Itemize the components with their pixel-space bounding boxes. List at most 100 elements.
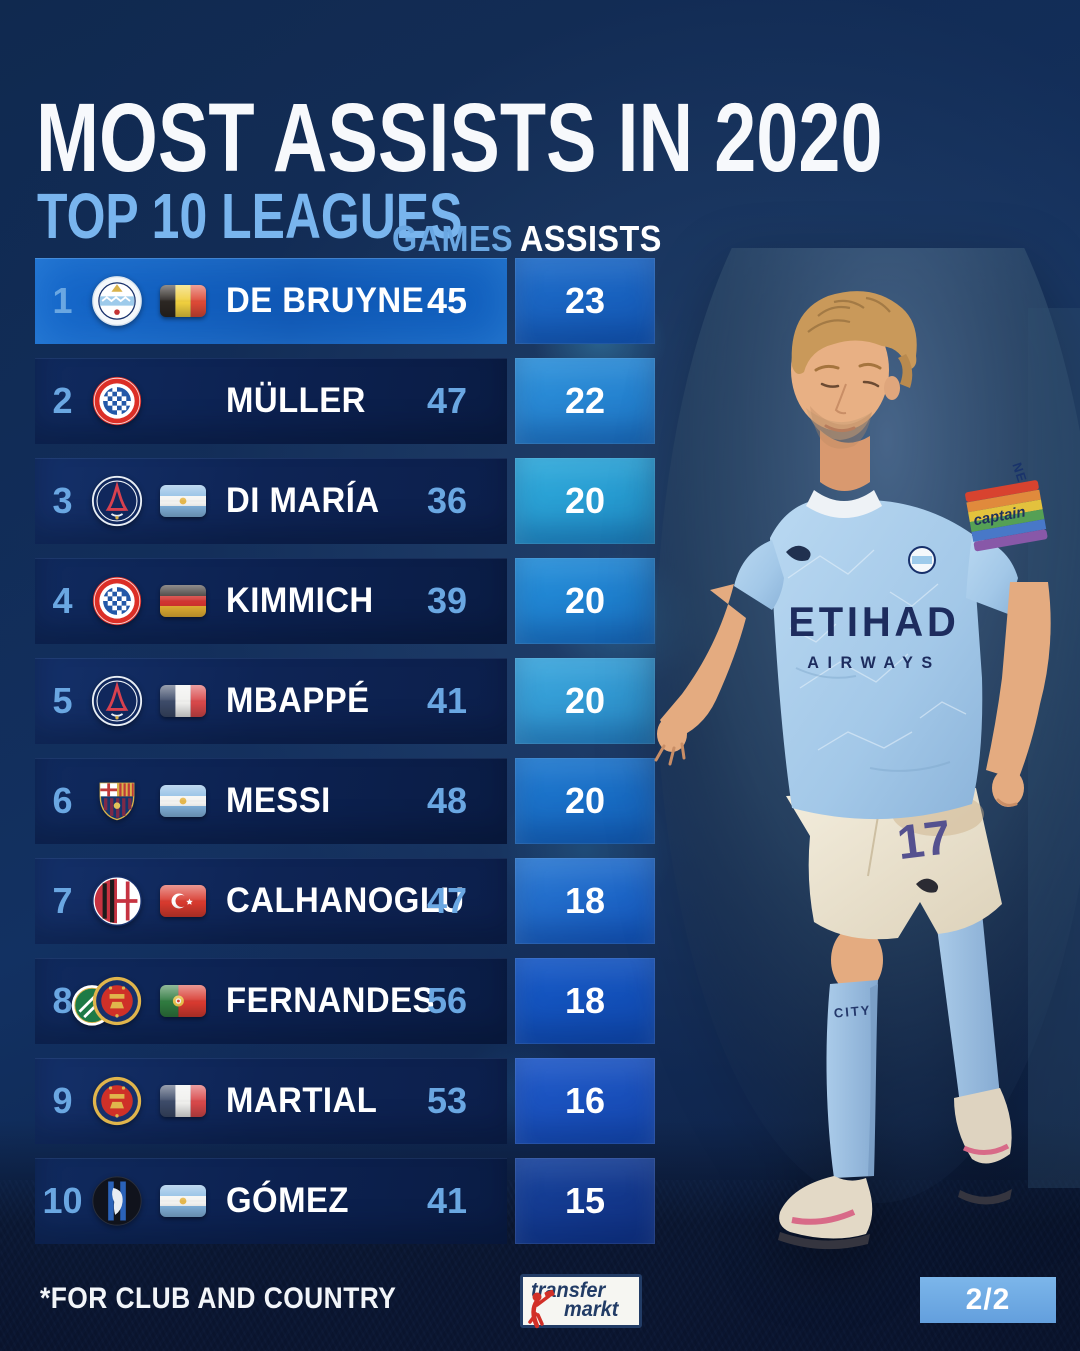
rank-label: 7 (52, 880, 73, 921)
row-main: 2 MÜLLER 47 (35, 358, 507, 444)
assists-value: 22 (564, 380, 606, 421)
player-name: DI MARÍA (226, 481, 380, 520)
player-left-arm (654, 584, 746, 766)
games-value: 48 (426, 780, 468, 821)
player-shirt: ETIHAD AIRWAYS NEXEN (734, 461, 1039, 820)
flag-belgium (160, 285, 206, 317)
player-name: MARTIAL (226, 1081, 378, 1120)
games-value: 56 (426, 980, 468, 1021)
flag-none (152, 385, 214, 417)
club-badge-manchester-city-icon (91, 275, 143, 327)
assists-value: 20 (564, 680, 606, 721)
flag-france-icon (152, 685, 214, 717)
assists-value: 20 (564, 580, 606, 621)
assists-value: 15 (564, 1180, 606, 1221)
transfermarkt-logo: transfer markt (520, 1274, 642, 1329)
assists-cell: 20 (515, 758, 655, 844)
footnote: *FOR CLUB AND COUNTRY (40, 1282, 397, 1315)
shirt-sponsor-line2: AIRWAYS (807, 653, 940, 672)
armband-text: captain (972, 503, 1027, 529)
rank-label: 1 (52, 280, 73, 321)
club-badge-barcelona (90, 774, 144, 828)
player-head (791, 291, 917, 518)
row-main: 1 DE BRUYNE 45 (35, 258, 507, 344)
player-name: GÓMEZ (226, 1181, 349, 1220)
flag-france (160, 1085, 206, 1117)
row-main: 10 GÓMEZ 41 (35, 1158, 507, 1244)
games-value: 41 (426, 1180, 468, 1221)
page-indicator-badge: 2/2 (920, 1277, 1056, 1323)
table-row: 5 MBAPPÉ 41 20 (35, 658, 655, 744)
city-crest-icon (908, 546, 936, 574)
games-value: 36 (426, 480, 468, 521)
row-main: 7 CALHANOGLU 47 (35, 858, 507, 944)
player-shorts: 17 (786, 788, 1002, 940)
page-indicator: 2/2 (965, 1283, 1011, 1316)
club-badge-manchester-united-icon (91, 975, 143, 1027)
table-row: 1 DE BRUYNE 45 23 (35, 258, 655, 344)
club-badge-manchester-city (90, 274, 144, 328)
flag-belgium-icon (152, 285, 214, 317)
assists-value: 16 (564, 1080, 606, 1121)
rank-label: 9 (52, 1080, 73, 1121)
player-back-leg (934, 884, 1012, 1205)
assists-value: 20 (564, 780, 606, 821)
club-badge-manchester-united-icon (91, 1075, 143, 1127)
club-badge-atalanta (90, 1174, 144, 1228)
club-badge-bayern-munich (90, 374, 144, 428)
assists-cell: 20 (515, 558, 655, 644)
flag-germany (160, 585, 206, 617)
assists-cell: 22 (515, 358, 655, 444)
club-badge-manchester-united (90, 1074, 144, 1128)
table-row: 7 CALHANOGLU 47 18 (35, 858, 655, 944)
assists-cell: 23 (515, 258, 655, 344)
logo-text-bottom: markt (564, 1298, 619, 1321)
column-header-assists: ASSISTS (520, 218, 662, 259)
row-main: 6 MESSI 48 (35, 758, 507, 844)
assists-value: 23 (564, 280, 606, 321)
row-main: 9 MARTIAL 53 (35, 1058, 507, 1144)
rank-label: 5 (52, 680, 73, 721)
rank-label: 2 (52, 380, 73, 421)
photo-backdrop (656, 248, 1080, 1203)
rank-label: 3 (52, 480, 73, 521)
flag-argentina (160, 785, 206, 817)
flag-portugal-icon (152, 985, 214, 1017)
assists-cell: 18 (515, 958, 655, 1044)
club-badge-atalanta-icon (91, 1175, 143, 1227)
assists-value: 18 (564, 880, 606, 921)
player-photo: CITY 17 (654, 248, 1080, 1250)
assists-cell: 20 (515, 658, 655, 744)
row-main: 5 MBAPPÉ 41 (35, 658, 507, 744)
shirt-sponsor-line1: ETIHAD (788, 598, 959, 645)
table-row: 8 FERNANDES 56 18 (35, 958, 655, 1044)
games-value: 41 (426, 680, 468, 721)
club-badge-psg-icon (91, 475, 143, 527)
flag-turkey-icon (152, 885, 214, 917)
club-badge-bayern-munich (90, 574, 144, 628)
flag-germany-icon (152, 585, 214, 617)
games-value: 39 (426, 580, 468, 621)
rank-label: 4 (52, 580, 73, 621)
assists-value: 20 (564, 480, 606, 521)
rank-label: 6 (52, 780, 73, 821)
assists-cell: 16 (515, 1058, 655, 1144)
club-badge-psg (90, 674, 144, 728)
games-value: 53 (426, 1080, 468, 1121)
club-badge-ac-milan (90, 874, 144, 928)
standings-table: 1 DE BRUYNE 45 23 2 MÜLLER 47 22 (35, 258, 655, 1258)
sock-text: CITY (833, 1002, 872, 1020)
player-name: MBAPPÉ (226, 681, 370, 720)
puma-logo-icon (786, 545, 811, 561)
flag-argentina-icon (152, 785, 214, 817)
games-value: 45 (426, 280, 468, 321)
row-main: 3 DI MARÍA 36 (35, 458, 507, 544)
player-name: MÜLLER (226, 381, 366, 420)
assists-value: 18 (564, 980, 606, 1021)
flag-portugal (160, 985, 206, 1017)
flag-argentina (160, 1185, 206, 1217)
row-main: 4 KIMMICH 39 (35, 558, 507, 644)
shorts-number: 17 (894, 811, 953, 870)
club-badge-barcelona-icon (91, 775, 143, 827)
